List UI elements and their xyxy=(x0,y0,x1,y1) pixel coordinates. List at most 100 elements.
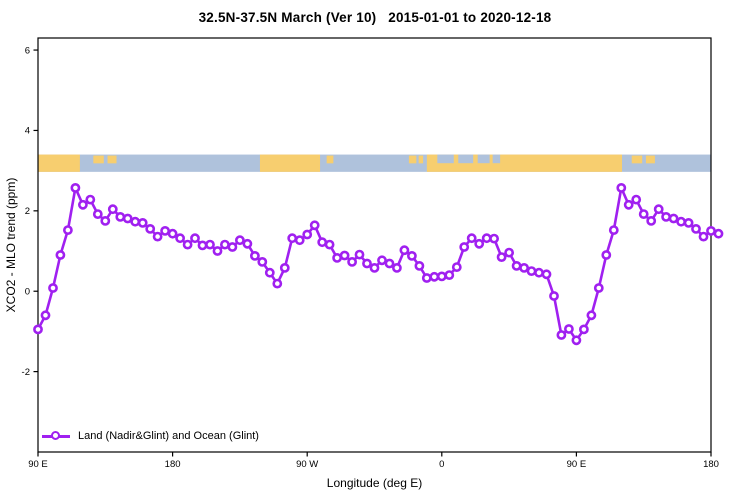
data-point xyxy=(541,269,552,280)
data-point xyxy=(182,239,193,250)
data-point xyxy=(167,228,178,239)
data-point xyxy=(115,211,126,222)
data-point xyxy=(638,209,649,219)
data-point xyxy=(586,310,597,321)
data-point xyxy=(257,256,268,267)
map-strip-land xyxy=(426,154,623,172)
data-point xyxy=(48,283,58,293)
data-point xyxy=(55,250,66,260)
data-point xyxy=(249,250,260,261)
data-point xyxy=(571,335,582,346)
data-point xyxy=(347,256,357,267)
x-tick-label: 90 W xyxy=(296,459,318,470)
data-point xyxy=(579,324,589,335)
data-point xyxy=(601,250,612,260)
data-point xyxy=(40,310,51,321)
data-point xyxy=(287,233,298,244)
data-point xyxy=(504,247,514,258)
data-point xyxy=(391,262,402,273)
data-point xyxy=(324,239,335,250)
data-point xyxy=(130,216,141,227)
data-point xyxy=(436,271,447,282)
data-point xyxy=(549,291,559,301)
data-point xyxy=(414,260,425,271)
data-point xyxy=(526,266,537,276)
data-point xyxy=(92,209,103,219)
map-strip-lake xyxy=(458,154,474,164)
data-point xyxy=(713,228,724,239)
data-point xyxy=(190,233,200,244)
data-point xyxy=(369,262,380,273)
data-point xyxy=(564,324,574,334)
legend-marker-icon xyxy=(51,431,60,440)
data-point xyxy=(175,233,185,244)
data-point xyxy=(623,199,634,210)
data-point xyxy=(631,194,642,205)
data-point xyxy=(616,182,627,193)
data-point xyxy=(421,273,432,283)
data-point xyxy=(279,262,290,273)
x-axis-label: Longitude (deg E) xyxy=(326,476,423,490)
data-point xyxy=(691,223,701,234)
data-point xyxy=(706,225,716,236)
data-point xyxy=(205,239,215,250)
data-point xyxy=(212,246,223,256)
data-point xyxy=(78,199,88,210)
data-point xyxy=(646,215,657,226)
data-point xyxy=(653,204,664,215)
data-point xyxy=(294,235,305,246)
map-strip-lake xyxy=(477,154,490,164)
data-point xyxy=(339,250,350,261)
data-point xyxy=(242,238,253,249)
data-point xyxy=(384,258,395,269)
x-tick-label: 90 E xyxy=(28,459,48,470)
data-point xyxy=(406,250,417,261)
data-point xyxy=(85,194,96,205)
data-point xyxy=(466,233,477,244)
data-point xyxy=(332,252,342,263)
data-point xyxy=(556,330,567,340)
data-point xyxy=(302,229,313,240)
data-point xyxy=(451,262,462,272)
data-point xyxy=(309,220,320,231)
data-point xyxy=(534,267,544,278)
map-strip-island xyxy=(631,155,643,164)
map-strip-island xyxy=(645,155,655,164)
data-point xyxy=(122,213,133,224)
data-point xyxy=(474,238,485,249)
data-point xyxy=(33,324,43,335)
map-strip-island xyxy=(408,155,417,164)
chart-title: 32.5N-37.5N March (Ver 10) 2015-01-01 to… xyxy=(198,10,552,25)
data-point xyxy=(459,242,470,252)
data-point xyxy=(137,217,148,228)
data-point xyxy=(197,240,208,251)
data-point xyxy=(219,239,230,250)
map-strip-island xyxy=(107,155,117,164)
legend-series-key xyxy=(42,430,70,442)
x-tick-label: 0 xyxy=(439,459,444,470)
data-point xyxy=(668,213,679,224)
map-strip-island xyxy=(326,155,334,164)
series-line xyxy=(36,186,720,342)
y-tick-label: 4 xyxy=(25,126,30,137)
map-strip-land xyxy=(38,154,80,172)
x-tick-label: 90 E xyxy=(567,459,587,470)
data-point xyxy=(354,249,365,260)
data-point xyxy=(444,270,455,280)
data-point xyxy=(70,182,81,193)
data-point xyxy=(145,223,156,234)
data-point xyxy=(100,215,111,226)
map-strip-island xyxy=(418,155,424,164)
data-point xyxy=(63,225,73,235)
data-point xyxy=(399,245,410,256)
x-tick-label: 180 xyxy=(165,459,181,470)
data-point xyxy=(152,231,163,242)
data-point xyxy=(272,278,283,289)
y-tick-label: 6 xyxy=(25,45,30,56)
y-tick-label: -2 xyxy=(22,367,30,378)
map-strip-land xyxy=(259,154,321,172)
data-point xyxy=(511,260,522,271)
map-strip-lake xyxy=(437,154,454,164)
